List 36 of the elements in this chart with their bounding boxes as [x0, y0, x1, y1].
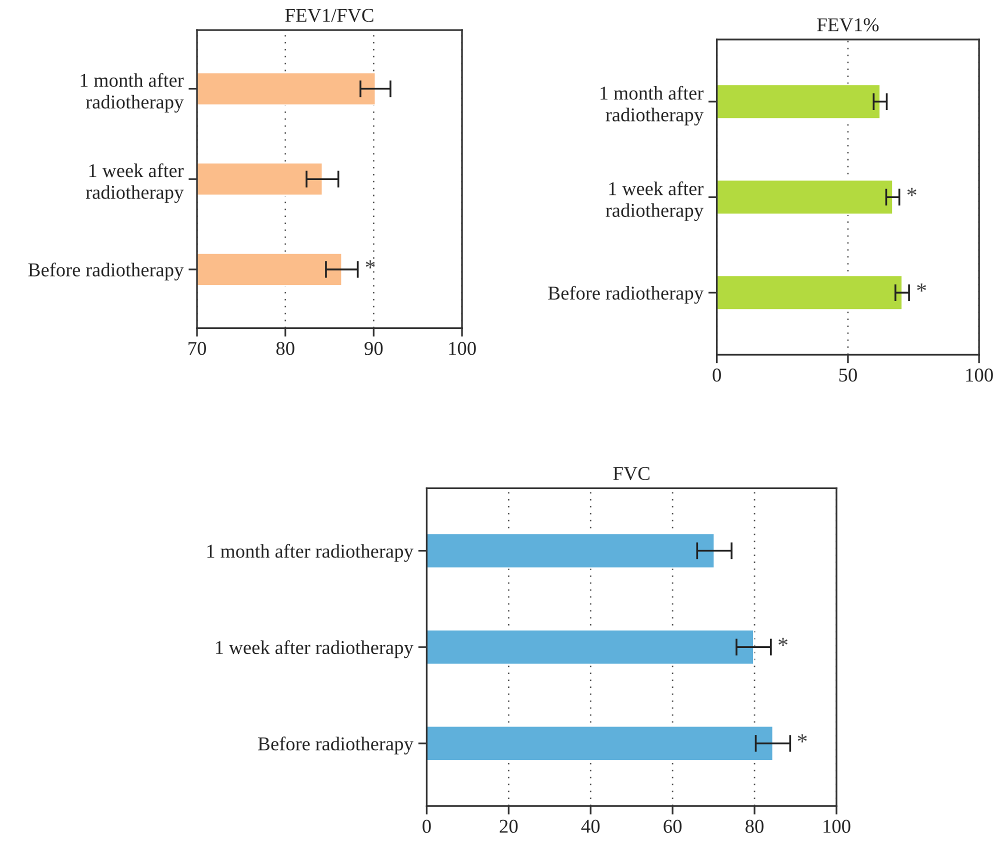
y-tick-label: 1 week after radiotherapy [86, 163, 184, 203]
bar [426, 725, 774, 762]
y-tick-label: 1 week after radiotherapy [606, 181, 704, 221]
bar [716, 179, 894, 216]
x-tick-label: 90 [364, 342, 383, 356]
x-tick-label: 60 [664, 820, 682, 833]
bar [426, 532, 716, 569]
annotation: * [798, 734, 807, 742]
y-tick-label: 1 month after radiotherapy [80, 73, 184, 113]
chart-title: FVC [613, 466, 650, 480]
y-tick-label: Before radiotherapy [28, 262, 184, 280]
annotation: * [778, 638, 788, 646]
chart-title: FEV1/FVC [285, 8, 374, 22]
bar [426, 629, 754, 666]
x-tick-label: 80 [746, 820, 764, 833]
x-tick-label: 80 [276, 342, 294, 356]
y-tick-label: 1 month after radiotherapy [600, 86, 704, 126]
y-tick-label: Before radiotherapy [548, 286, 704, 304]
chart-title: FEV1% [817, 18, 879, 32]
annotation: * [917, 283, 926, 292]
annotation: * [366, 260, 375, 268]
x-tick-label: 0 [712, 368, 721, 382]
annotation: * [907, 188, 916, 196]
x-tick-label: 50 [839, 368, 857, 382]
y-tick-label: Before radiotherapy [258, 736, 414, 754]
x-tick-label: 0 [422, 820, 431, 833]
x-tick-label: 40 [581, 820, 600, 833]
y-tick-label: 1 week after radiotherapy [216, 640, 414, 658]
x-tick-label: 70 [188, 342, 206, 356]
bar [716, 274, 903, 311]
x-tick-label: 100 [824, 820, 850, 833]
bar [716, 84, 881, 120]
x-tick-label: 100 [449, 342, 476, 356]
x-tick-label: 20 [500, 820, 518, 833]
y-tick-label: 1 month after radiotherapy [207, 544, 414, 562]
x-tick-label: 100 [966, 368, 993, 382]
